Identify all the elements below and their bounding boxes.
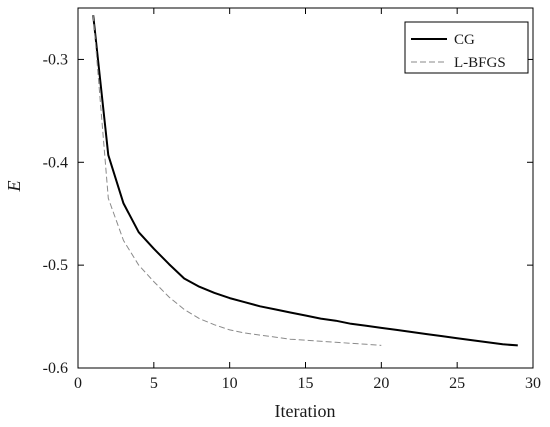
- series-layer: [92, 15, 518, 347]
- y-tick-label: -0.3: [43, 51, 68, 68]
- x-tick-label: 30: [525, 375, 541, 392]
- legend-label-lbfgs: L-BFGS: [454, 55, 506, 71]
- y-tick-label: -0.4: [43, 154, 68, 171]
- legend-box: [404, 21, 529, 74]
- y-axis-title: E: [4, 181, 24, 193]
- x-axis: 0 5 10 15 20 25 30: [74, 8, 541, 392]
- x-tick-label: 20: [373, 375, 389, 392]
- x-axis-title: Iteration: [275, 401, 336, 421]
- legend: CG L-BFGS: [404, 21, 529, 74]
- y-tick-label: -0.5: [43, 257, 68, 274]
- x-tick-label: 5: [150, 375, 158, 392]
- x-tick-label: 10: [222, 375, 238, 392]
- y-axis: -0.3 -0.4 -0.5 -0.6: [43, 51, 533, 377]
- legend-label-cg: CG: [454, 32, 475, 48]
- x-tick-label: 25: [449, 375, 465, 392]
- series-line-lbfgs: [92, 15, 382, 346]
- y-tick-label: -0.6: [43, 360, 68, 377]
- x-tick-label: 0: [74, 375, 82, 392]
- series-line-cg: [92, 15, 518, 347]
- x-tick-label: 15: [298, 375, 314, 392]
